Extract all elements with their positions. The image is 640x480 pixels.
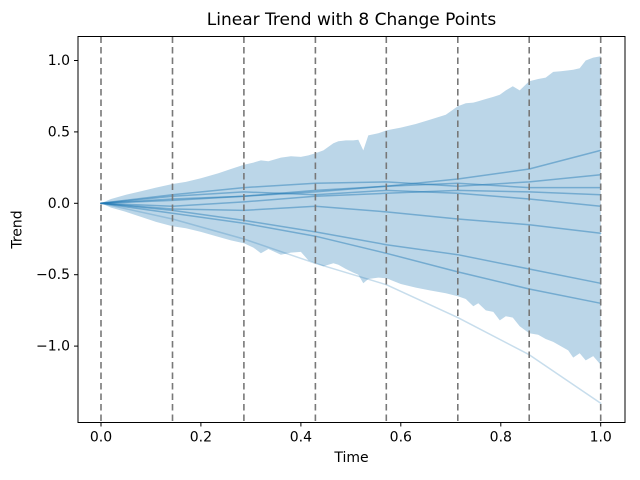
trend-sample-5 [100, 189, 602, 207]
x-tick-label: 1.0 [590, 430, 612, 446]
y-tick-label: 0.5 [48, 124, 70, 140]
y-axis-label: Trend [9, 210, 25, 249]
x-tick-label: 0.4 [290, 430, 312, 446]
x-tick-label: 0.8 [490, 430, 512, 446]
changepoint-lines [100, 36, 602, 423]
x-tick-label: 0.2 [190, 430, 212, 446]
trend-sample-9 [100, 202, 602, 405]
trend-sample-1 [100, 149, 602, 205]
band-polygon [101, 56, 601, 365]
x-axis-label: Time [333, 450, 368, 466]
y-tick-label: −0.5 [36, 267, 70, 283]
axes-spines [77, 36, 626, 423]
trend-sample-2 [100, 173, 602, 205]
trend-sample-7 [100, 202, 602, 285]
trend-sample-6 [100, 202, 602, 235]
axes: 0.0 0.2 0.4 0.6 0.8 1.0 −1.0 −0.5 0.0 0.5 1.0 [36, 36, 626, 446]
trend-sample-lines [100, 149, 602, 405]
trend-sample-3 [100, 182, 602, 205]
uncertainty-band [101, 56, 601, 365]
y-tick-label: 0.0 [48, 196, 70, 212]
chart-title: Linear Trend with 8 Change Points [207, 10, 497, 30]
y-tick-label: 1.0 [48, 53, 70, 69]
y-tick-label: −1.0 [36, 339, 70, 355]
trend-sample-8 [100, 202, 602, 305]
x-tick-label: 0.0 [90, 430, 112, 446]
x-tick-label: 0.6 [390, 430, 412, 446]
trend-sample-4 [100, 189, 602, 207]
